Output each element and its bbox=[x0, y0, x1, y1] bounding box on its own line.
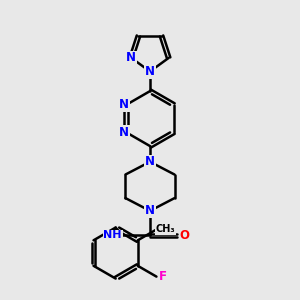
Text: N: N bbox=[145, 204, 155, 218]
Text: CH₃: CH₃ bbox=[155, 224, 175, 235]
Text: N: N bbox=[145, 65, 155, 78]
Text: F: F bbox=[159, 270, 167, 283]
Text: NH: NH bbox=[103, 230, 122, 240]
Text: O: O bbox=[179, 229, 189, 242]
Text: N: N bbox=[145, 155, 155, 168]
Text: N: N bbox=[126, 51, 136, 64]
Text: N: N bbox=[119, 98, 129, 111]
Text: N: N bbox=[119, 126, 129, 139]
